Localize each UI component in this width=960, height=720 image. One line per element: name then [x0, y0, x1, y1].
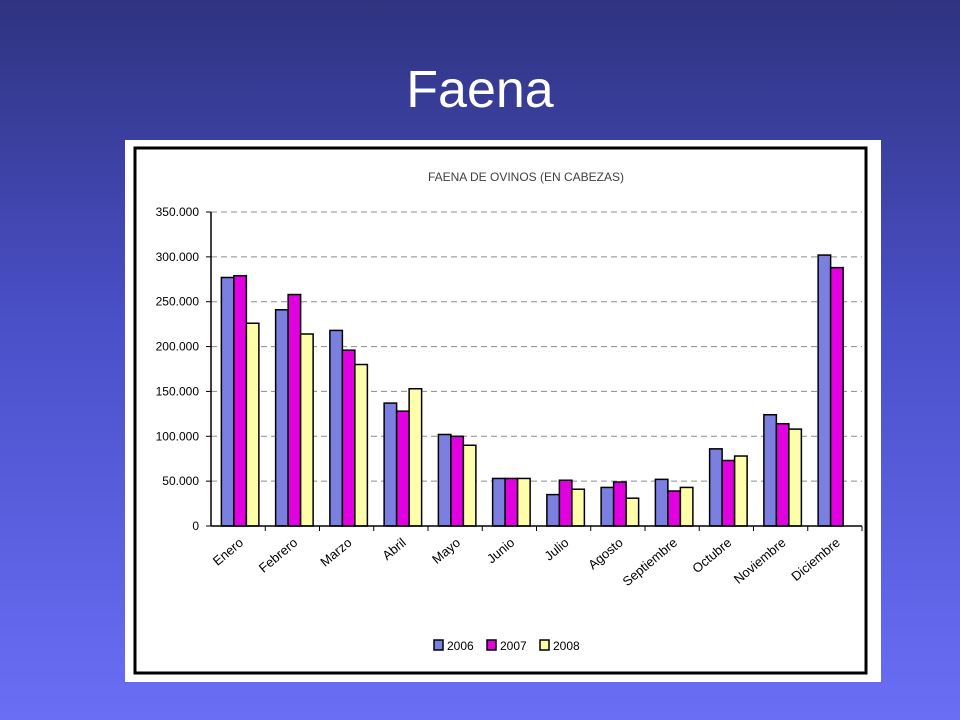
bar-2007 — [395, 410, 410, 527]
bar-2007 — [667, 490, 682, 527]
legend: 2006 2007 2008 — [433, 639, 580, 653]
bar-2006 — [600, 486, 615, 527]
y-tick-label: 100.000 — [156, 429, 200, 443]
bar-2008 — [354, 363, 369, 527]
bar-2007 — [504, 477, 519, 527]
bar-2007 — [233, 274, 248, 527]
bar-2007 — [287, 293, 302, 527]
bar-2006 — [437, 433, 452, 527]
bar-2007 — [775, 422, 790, 527]
bar-2007 — [558, 479, 573, 527]
legend-label-2007: 2007 — [500, 639, 527, 653]
y-tick-label: 250.000 — [156, 295, 200, 309]
chart-panel: FAENA DE OVINOS (EN CABEZAS) 0 50.000 100.… — [125, 140, 881, 682]
bar-2008 — [516, 477, 531, 527]
bar-2006 — [546, 493, 561, 527]
bar-2006 — [763, 414, 778, 527]
bar-2006 — [383, 402, 398, 527]
y-tick-label: 200.000 — [156, 340, 200, 354]
y-tick-label: 300.000 — [156, 250, 200, 264]
slide-title: Faena — [406, 61, 554, 119]
chart-title: FAENA DE OVINOS (EN CABEZAS) — [428, 170, 624, 184]
bar-2006 — [491, 477, 506, 527]
bar-2008 — [299, 333, 314, 527]
bar-2006 — [708, 448, 723, 527]
bar-2006 — [220, 276, 235, 527]
bar-2008 — [462, 444, 477, 527]
bar-2007 — [450, 435, 465, 527]
bar-2008 — [679, 486, 694, 527]
y-tick-label: 50.000 — [162, 474, 199, 488]
bar-2006 — [817, 254, 832, 527]
grid-lines — [211, 211, 862, 482]
legend-swatch-2007 — [486, 639, 497, 651]
bar-2007 — [829, 266, 844, 527]
bar-2007 — [721, 459, 736, 527]
bar-2008 — [788, 428, 803, 527]
bars — [220, 254, 844, 527]
y-tick-label: 0 — [192, 519, 199, 533]
bar-2006 — [654, 478, 669, 527]
legend-swatch-2008 — [539, 639, 550, 651]
bar-2007 — [612, 481, 627, 527]
bar-2008 — [408, 387, 423, 527]
bar-2008 — [625, 497, 640, 527]
bar-2008 — [733, 455, 748, 527]
bar-2006 — [329, 329, 344, 527]
bar-2008 — [245, 322, 260, 527]
bar-2007 — [341, 349, 356, 527]
legend-label-2008: 2008 — [553, 639, 580, 653]
y-tick-label: 350.000 — [156, 205, 200, 219]
legend-swatch-2006 — [433, 639, 444, 651]
bar-2008 — [571, 488, 586, 527]
y-tick-label: 150.000 — [156, 384, 200, 398]
bar-chart: FAENA DE OVINOS (EN CABEZAS) 0 50.000 100.… — [133, 146, 868, 675]
legend-label-2006: 2006 — [447, 639, 474, 653]
bar-2006 — [274, 309, 289, 527]
